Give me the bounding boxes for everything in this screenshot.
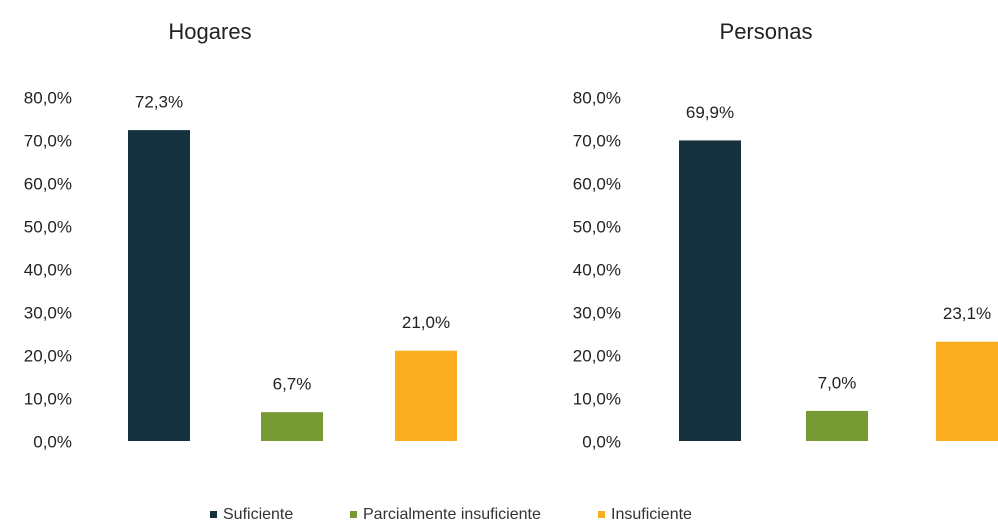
y-tick-label: 30,0% (24, 303, 72, 322)
y-tick-label: 80,0% (24, 88, 72, 107)
legend-swatch (350, 511, 357, 518)
y-tick-label: 10,0% (24, 389, 72, 408)
y-tick-label: 40,0% (24, 260, 72, 279)
data-label: 69,9% (686, 103, 734, 122)
y-tick-label: 40,0% (573, 260, 621, 279)
y-tick-label: 0,0% (582, 432, 621, 451)
data-label: 7,0% (818, 373, 857, 392)
legend-swatch (210, 511, 217, 518)
data-label: 23,1% (943, 304, 991, 323)
bar (261, 412, 323, 441)
y-tick-label: 70,0% (573, 131, 621, 150)
y-tick-label: 30,0% (573, 303, 621, 322)
y-tick-label: 70,0% (24, 131, 72, 150)
legend-swatch (598, 511, 605, 518)
y-tick-label: 60,0% (24, 174, 72, 193)
y-tick-label: 80,0% (573, 88, 621, 107)
y-tick-label: 20,0% (24, 346, 72, 365)
bar (806, 410, 868, 441)
bar (679, 140, 741, 441)
legend-label: Parcialmente insuficiente (363, 506, 541, 523)
data-label: 72,3% (135, 93, 183, 112)
data-label: 21,0% (402, 313, 450, 332)
legend-label: Insuficiente (611, 506, 692, 523)
legend-label: Suficiente (223, 506, 293, 523)
y-tick-label: 0,0% (33, 432, 72, 451)
bar (128, 130, 190, 442)
bar (395, 350, 457, 441)
chart-title: Hogares (168, 19, 251, 44)
y-tick-label: 60,0% (573, 174, 621, 193)
bar (936, 341, 998, 441)
y-tick-label: 50,0% (573, 217, 621, 236)
y-tick-label: 20,0% (573, 346, 621, 365)
chart-title: Personas (720, 19, 813, 44)
y-tick-label: 50,0% (24, 217, 72, 236)
data-label: 6,7% (273, 375, 312, 394)
y-tick-label: 10,0% (573, 389, 621, 408)
